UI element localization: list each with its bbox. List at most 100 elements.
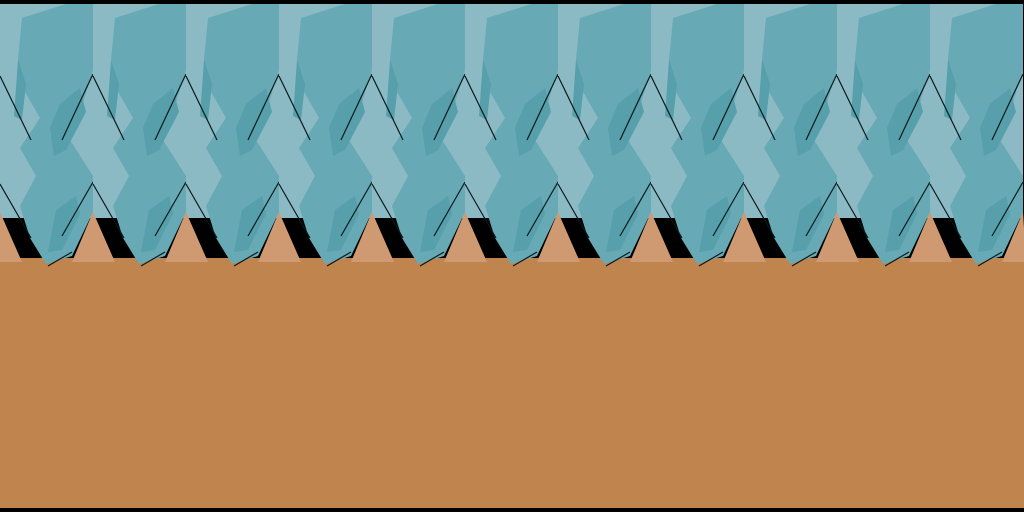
ice-edge-line — [154, 181, 187, 237]
ice-edge-line — [340, 73, 373, 141]
ice-edge-line — [929, 183, 962, 239]
ice-cliff-tile — [742, 4, 840, 267]
ground-edge-line — [419, 251, 445, 267]
dirt-peak — [556, 212, 580, 262]
ice-edge-line — [805, 181, 838, 237]
ice-edge-line — [185, 75, 218, 141]
ice-edge-line — [929, 75, 962, 141]
ice-shadow — [14, 60, 26, 120]
dirt-peak — [723, 212, 747, 262]
dirt-peak — [72, 212, 96, 262]
ice-shadow — [792, 196, 824, 252]
ice-cliff-tile — [0, 4, 96, 267]
ice-edge-line — [154, 73, 187, 141]
ice-cliff-tile — [835, 4, 933, 267]
ice-edge-line — [278, 75, 311, 141]
ice-edge-line — [743, 183, 776, 239]
ice-edge-line — [805, 73, 838, 141]
ice-shadow — [978, 196, 1010, 252]
dirt-peak — [91, 212, 115, 262]
ice-edge-line — [61, 181, 94, 237]
dirt-peak — [928, 212, 952, 262]
ice-edge-line — [247, 73, 280, 141]
dirt-peak — [370, 212, 394, 262]
ice-shadow — [572, 60, 584, 120]
ice-edge-line — [92, 75, 125, 141]
dirt-peak — [1002, 212, 1024, 262]
ice-shadow — [386, 60, 398, 120]
dirt-peak — [258, 212, 282, 262]
dirt-peak — [742, 212, 766, 262]
ice-shadow — [420, 196, 452, 252]
ice-cliff-tiles — [0, 4, 1024, 267]
ice-shadow — [293, 60, 305, 120]
ice-edge-line — [0, 183, 32, 239]
ice-shadow — [665, 60, 677, 120]
ice-shadow — [851, 60, 863, 120]
ground-edge-line — [977, 251, 1003, 267]
dirt-peak — [0, 212, 22, 262]
ground-edge-line — [326, 251, 352, 267]
ice-shadow — [236, 88, 272, 156]
ice-edge-line — [278, 183, 311, 239]
ground-edge-line — [140, 251, 166, 267]
ground-terrain — [0, 258, 1024, 508]
ice-edge-line — [712, 73, 745, 141]
ice-edge-line — [557, 183, 590, 239]
ice-shadow — [50, 88, 86, 156]
ice-shadow — [141, 196, 173, 252]
dirt-peak — [184, 212, 208, 262]
ice-cliff-tile — [556, 4, 654, 267]
ice-cliff-tile — [277, 4, 375, 267]
ice-edge-line — [898, 181, 931, 237]
ice-shadow — [608, 88, 644, 156]
dirt-peak — [165, 212, 189, 262]
ice-edge-line — [712, 181, 745, 237]
ice-shadow — [143, 88, 179, 156]
ground-edge-line — [605, 251, 631, 267]
ice-shadow — [515, 88, 551, 156]
ice-shadow — [200, 60, 212, 120]
dirt-peak — [835, 212, 859, 262]
ice-edge-line — [557, 75, 590, 141]
ice-shadow — [794, 88, 830, 156]
ice-cliff-tile — [370, 4, 468, 267]
ice-shadow — [701, 88, 737, 156]
ice-edge-line — [92, 183, 125, 239]
ground-edge-line — [698, 251, 724, 267]
ice-shadow — [699, 196, 731, 252]
dirt-peak — [463, 212, 487, 262]
dirt-peak — [351, 212, 375, 262]
ice-shadow — [758, 60, 770, 120]
ice-edge-line — [464, 75, 497, 141]
ice-edge-line — [61, 73, 94, 141]
ice-shadow — [422, 88, 458, 156]
ground-edge-line — [512, 251, 538, 267]
ice-edge-line — [898, 73, 931, 141]
dirt-peak — [630, 212, 654, 262]
ice-edge-line — [991, 181, 1024, 237]
ice-shadow — [513, 196, 545, 252]
ground-edge-line — [233, 251, 259, 267]
ice-edge-line — [743, 75, 776, 141]
ice-edge-line — [526, 181, 559, 237]
ice-edge-line — [247, 181, 280, 237]
dirt-peak — [649, 212, 673, 262]
ice-shadow — [327, 196, 359, 252]
ice-cliff-tile — [928, 4, 1024, 267]
ground-edge-line — [884, 251, 910, 267]
dirt-peak — [277, 212, 301, 262]
ice-edge-line — [371, 75, 404, 141]
ice-shadow — [944, 60, 956, 120]
ice-shadow — [234, 196, 266, 252]
dirt-peak — [816, 212, 840, 262]
ice-edge-line — [464, 183, 497, 239]
ice-shadow — [329, 88, 365, 156]
ice-edge-line — [371, 183, 404, 239]
ice-shadow — [885, 196, 917, 252]
ice-cliff-tile — [463, 4, 561, 267]
ice-shadow — [606, 196, 638, 252]
ground-edge-line — [47, 251, 73, 267]
